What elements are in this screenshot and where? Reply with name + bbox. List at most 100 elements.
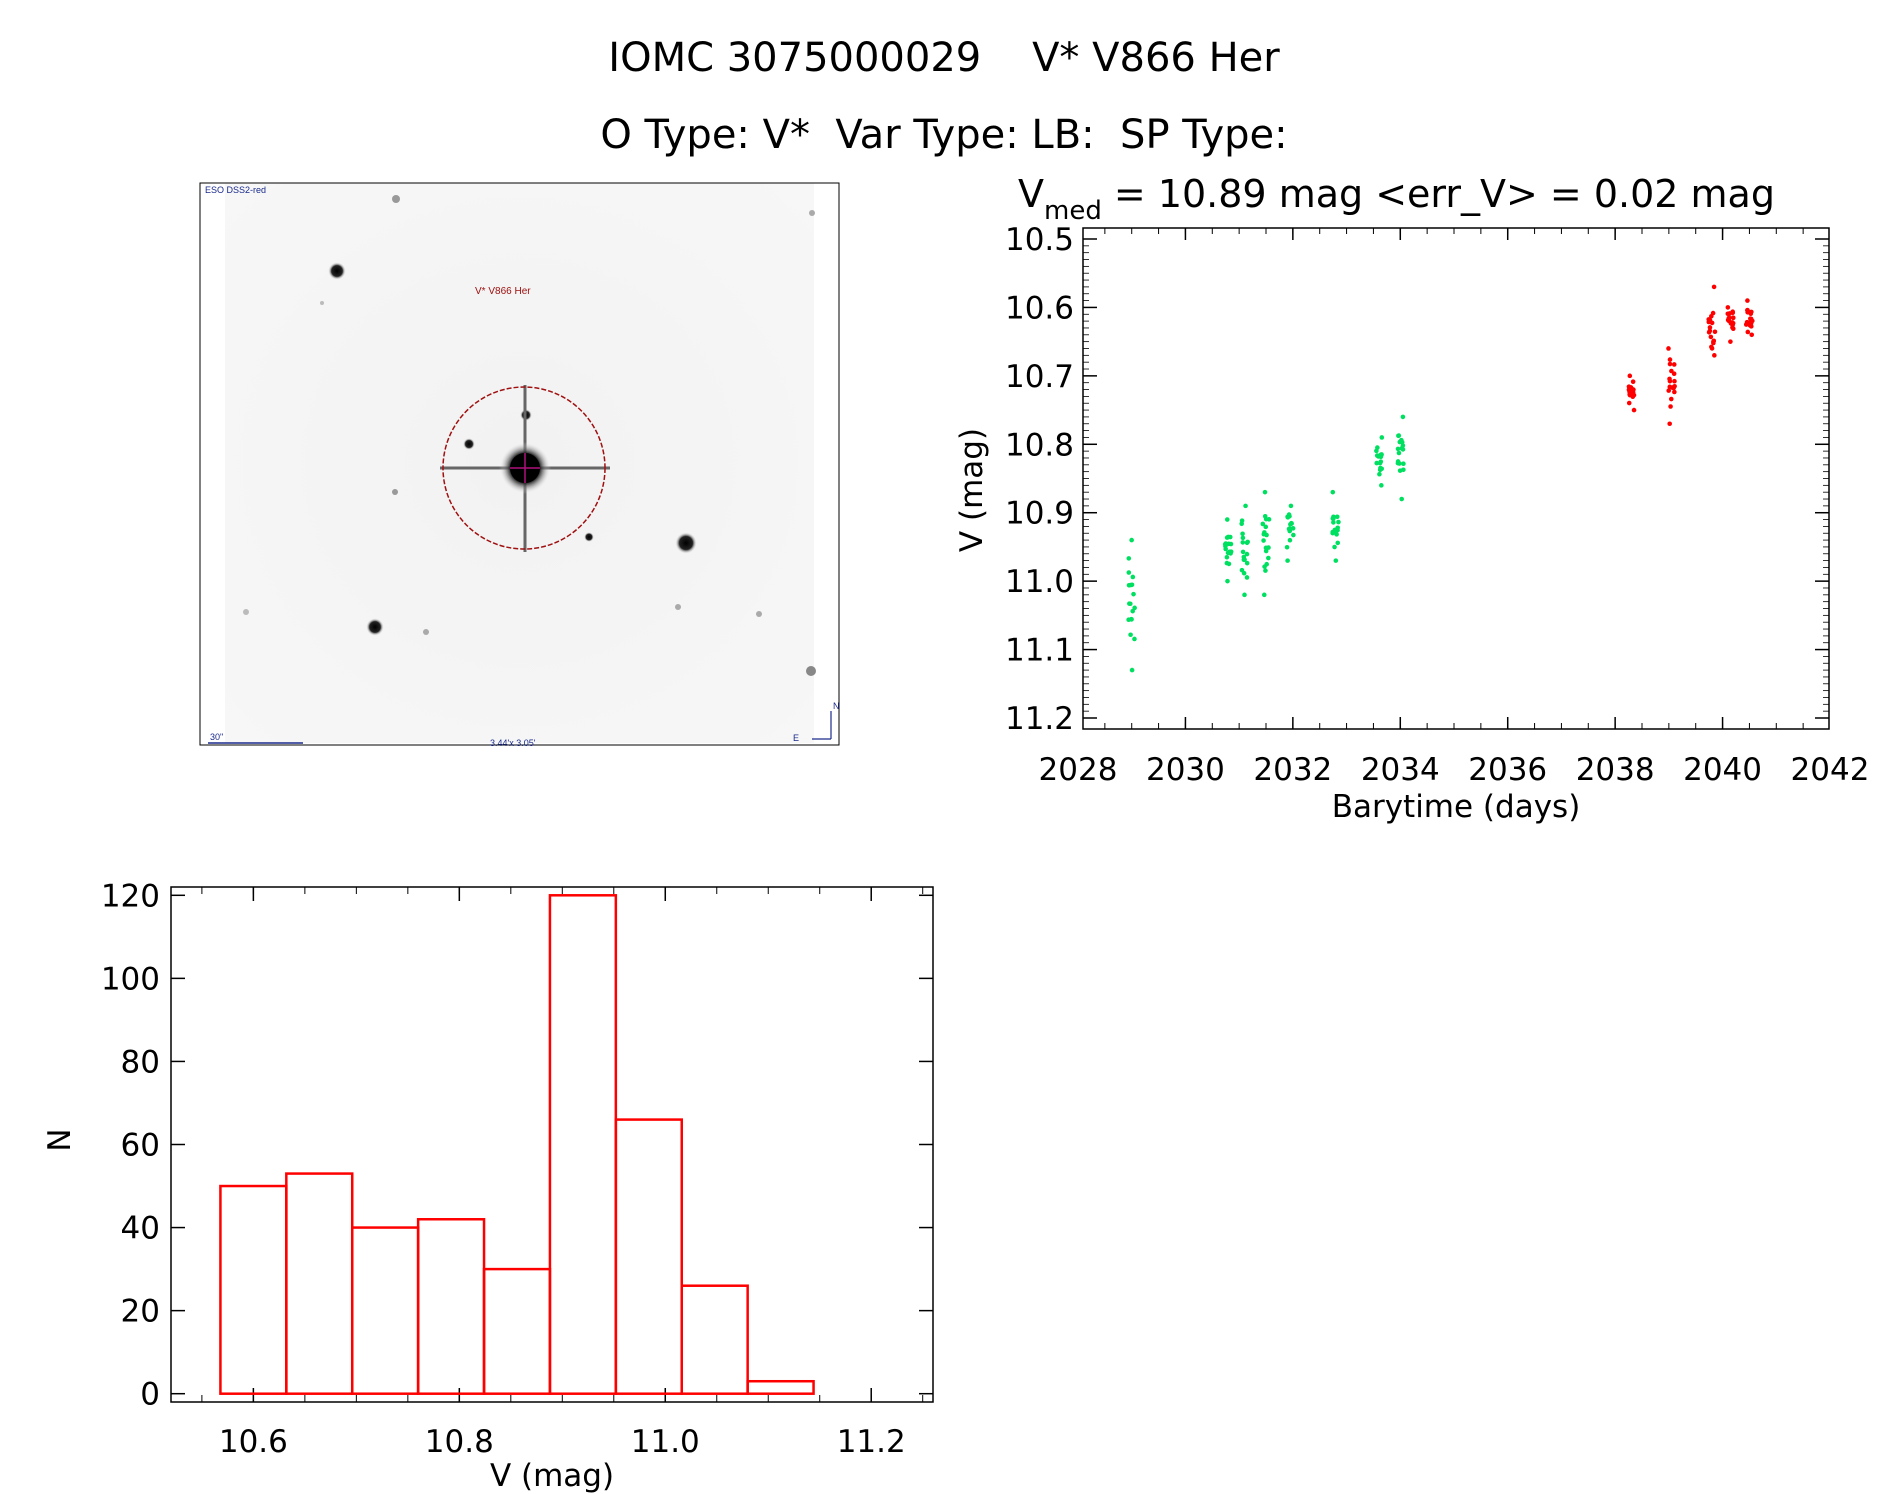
histogram-bar: [548, 894, 618, 1395]
page-subtitle: O Type: V* Var Type: LB: SP Type:: [600, 112, 1287, 158]
data-point: [1224, 535, 1230, 540]
data-point: [1241, 557, 1247, 563]
data-point: [1374, 460, 1380, 466]
y-tick-label: 11.2: [1005, 701, 1074, 737]
data-point: [1240, 540, 1246, 545]
data-point: [1669, 385, 1675, 390]
stats-label: Vmed = 10.89 mag <err_V> = 0.02 mag: [1018, 172, 1775, 226]
x-tick-label: 2028: [1039, 752, 1118, 788]
axis-ticks: [171, 887, 933, 1402]
data-point: [1332, 544, 1337, 550]
data-point: [1730, 315, 1736, 320]
data-point: [1667, 376, 1672, 382]
y-tick-label: 0: [140, 1377, 160, 1413]
data-point: [1222, 541, 1228, 547]
y-tick-labels: 10.5 10.6 10.7 10.8 10.9 11.0 11.1 11.2: [1005, 222, 1074, 737]
y-tick-label: 100: [101, 961, 160, 997]
data-point: [1330, 489, 1336, 495]
data-point: [1725, 311, 1731, 317]
x-axis-label: Barytime (days): [1332, 789, 1581, 825]
data-point: [1711, 284, 1717, 290]
data-point: [1745, 329, 1751, 335]
data-point: [1379, 483, 1384, 488]
data-point: [1626, 400, 1632, 406]
x-tick-label: 2036: [1468, 752, 1547, 788]
y-tick-label: 120: [101, 878, 160, 914]
field-star: [320, 301, 324, 305]
data-point: [1743, 322, 1749, 327]
histogram-bar: [680, 1284, 749, 1395]
data-point: [1334, 532, 1339, 537]
data-point: [1225, 578, 1230, 584]
data-point: [1708, 334, 1714, 340]
histogram-bar: [482, 1267, 552, 1395]
target-aperture-circle: [442, 386, 606, 550]
data-point: [1335, 527, 1340, 533]
data-points: [1126, 284, 1755, 673]
y-axis-label: N: [42, 1128, 78, 1151]
data-point: [1709, 344, 1714, 350]
data-point: [1745, 310, 1750, 315]
data-point: [1242, 592, 1247, 598]
histogram-bar: [416, 1218, 486, 1395]
histogram-bar: [219, 1184, 288, 1395]
data-point: [1132, 605, 1137, 611]
data-point: [1400, 414, 1406, 420]
x-tick-label: 2032: [1253, 752, 1332, 788]
data-point: [1333, 558, 1339, 563]
data-point: [1375, 453, 1380, 459]
compass-east-label: E: [793, 733, 799, 743]
data-point: [1129, 667, 1135, 673]
x-tick-labels: 10.6 10.8 11.0 11.2: [219, 1424, 906, 1460]
field-star: [366, 618, 384, 636]
data-point: [1397, 461, 1402, 466]
x-axis-label: V (mag): [490, 1458, 614, 1494]
x-tick-label: 2034: [1361, 752, 1440, 788]
data-point: [1266, 555, 1271, 561]
data-point: [1399, 439, 1405, 445]
data-point: [1671, 371, 1677, 376]
data-point: [1666, 346, 1671, 351]
data-point: [1126, 556, 1132, 561]
light-curve-chart: Vmed = 10.89 mag <err_V> = 0.02 mag 2028…: [954, 172, 1869, 825]
y-tick-label: 11.0: [1005, 564, 1074, 600]
y-tick-labels: 0 20 40 60 80 100 120: [101, 878, 160, 1412]
y-tick-label: 60: [121, 1128, 160, 1164]
data-point: [1224, 554, 1230, 560]
plot-frame: [1082, 227, 1830, 730]
data-point: [1711, 338, 1717, 344]
data-point: [1630, 379, 1636, 384]
histogram-bar: [350, 1226, 420, 1395]
data-point: [1396, 433, 1402, 438]
data-point: [1244, 551, 1250, 557]
data-point: [1668, 404, 1673, 409]
histogram-bar: [746, 1379, 815, 1395]
data-point: [1224, 517, 1230, 522]
data-point: [1127, 601, 1132, 606]
field-star: [756, 611, 762, 617]
data-point: [1335, 540, 1341, 546]
finder-chart: ESO DSS2-red V* V866 Her 30" 3.44'x 3.05…: [199, 182, 840, 748]
data-point: [1707, 328, 1713, 334]
data-point: [1263, 568, 1268, 573]
data-point: [1223, 546, 1228, 552]
data-point: [1709, 320, 1715, 326]
finder-right-margin: [814, 184, 838, 744]
x-tick-label: 11.2: [837, 1424, 906, 1460]
y-tick-label: 10.5: [1005, 222, 1074, 258]
data-point: [1130, 574, 1136, 580]
data-point: [1379, 435, 1385, 440]
field-star: [584, 532, 594, 542]
data-point: [1291, 532, 1296, 538]
data-point: [1627, 373, 1633, 379]
data-point: [1261, 538, 1266, 543]
data-point: [1240, 531, 1245, 537]
data-point: [1745, 298, 1750, 303]
data-point: [1261, 592, 1267, 598]
field-of-view-label: 3.44'x 3.05': [490, 738, 536, 748]
compass-north-label: N: [833, 701, 840, 711]
data-point: [1129, 537, 1134, 543]
field-star: [809, 210, 815, 216]
histogram-chart: 10.6 10.8 11.0 11.2 0 20 40 60 80 100 120 V (mag)…: [42, 878, 934, 1494]
data-point: [1286, 526, 1292, 532]
